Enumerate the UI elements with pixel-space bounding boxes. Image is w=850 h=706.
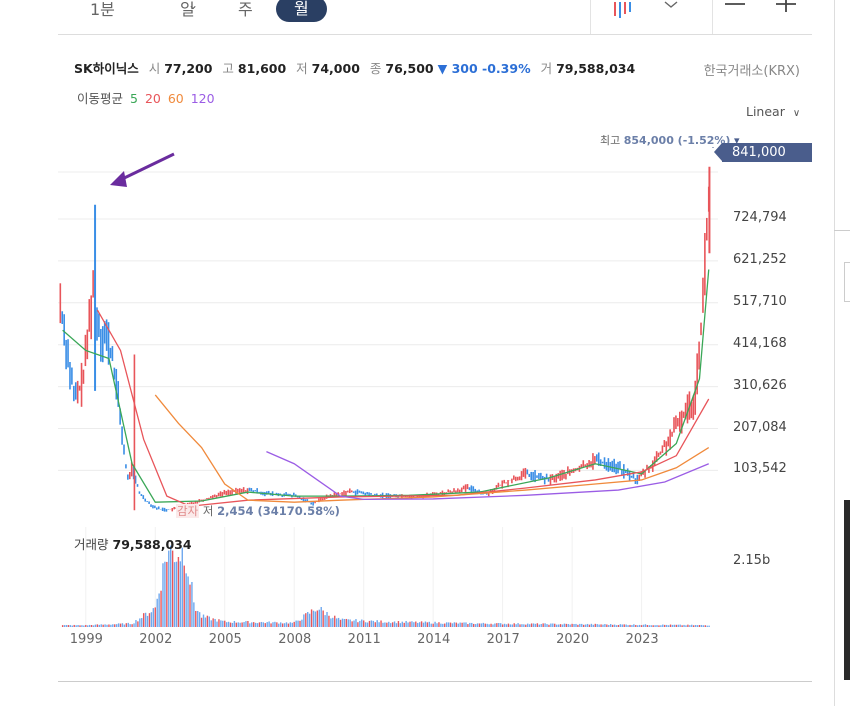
side-panel-divider bbox=[834, 230, 850, 231]
low-value: 74,000 bbox=[311, 61, 360, 76]
ma-line-5 bbox=[62, 269, 710, 503]
volume-label: 거 bbox=[540, 61, 553, 76]
candlestick-icon bbox=[614, 1, 678, 18]
peak-annotation: 최고 854,000 (-1.52%) ▾ bbox=[600, 132, 740, 148]
low-label: 저 bbox=[296, 61, 308, 76]
x-tick-label: 2011 bbox=[347, 632, 381, 647]
x-tick-label: 2023 bbox=[625, 632, 659, 647]
side-panel-edge bbox=[834, 0, 850, 706]
low-annotation: 감자 저 2,454 (34170.58%) bbox=[176, 503, 340, 519]
minus-icon bbox=[725, 3, 745, 5]
x-tick-label: 2020 bbox=[556, 632, 590, 647]
tab-week[interactable]: 주 bbox=[238, 0, 253, 19]
tab-month[interactable]: 월 bbox=[276, 0, 327, 22]
x-tick-label: 1999 bbox=[69, 632, 103, 647]
exchange-label: 한국거래소(KRX) bbox=[703, 64, 800, 79]
ma-20: 20 bbox=[144, 91, 161, 106]
period-tabs: 1분 ⌄ 일 주 월 bbox=[58, 0, 588, 28]
volume-axis-tick: 2.15b bbox=[733, 553, 771, 568]
low-value-annotation: 2,454 (34170.58%) bbox=[217, 504, 340, 518]
current-price-badge: 841,000 bbox=[714, 143, 812, 162]
side-panel-image bbox=[844, 500, 850, 680]
y-tick-label: 207,084 bbox=[733, 419, 787, 435]
scale-dropdown[interactable]: Linear ∨ bbox=[746, 104, 800, 119]
chevron-down-icon[interactable]: ⌄ bbox=[188, 0, 199, 12]
zoom-out-button[interactable] bbox=[712, 0, 762, 34]
moving-average-legend[interactable]: 이동평균 5 20 60 120 bbox=[74, 88, 215, 107]
high-value: 81,600 bbox=[237, 61, 287, 76]
grid-lines bbox=[58, 171, 718, 627]
moving-average-lines bbox=[62, 269, 710, 507]
side-panel-card[interactable] bbox=[844, 262, 850, 302]
peak-arrow bbox=[110, 152, 175, 187]
y-tick-label: 103,542 bbox=[733, 461, 787, 477]
stock-name: SK하이닉스 bbox=[74, 61, 139, 76]
x-tick-label: 2005 bbox=[208, 632, 242, 647]
open-label: 시 bbox=[148, 61, 161, 76]
ma-120: 120 bbox=[190, 91, 215, 106]
ma-line-120 bbox=[266, 451, 709, 501]
price-bars bbox=[59, 166, 711, 512]
quote-summary: SK하이닉스 시 77,200 고 81,600 저 74,000 종 76,5… bbox=[74, 58, 635, 77]
volume-panel-label: 거래량 bbox=[74, 537, 109, 552]
volume-bars bbox=[61, 545, 710, 627]
chart-type-button[interactable] bbox=[590, 0, 690, 34]
peak-value: 854,000 (-1.52%) bbox=[623, 134, 731, 147]
change-value: ▼ 300 -0.39% bbox=[437, 61, 531, 76]
peak-marker: ▾ bbox=[733, 134, 740, 147]
x-tick-label: 2014 bbox=[417, 632, 451, 647]
scale-label: Linear bbox=[746, 104, 785, 119]
close-label: 종 bbox=[369, 61, 382, 76]
bottom-divider bbox=[58, 681, 812, 682]
chevron-down-icon: ∨ bbox=[792, 108, 801, 119]
y-tick-label: 310,626 bbox=[733, 377, 787, 393]
y-tick-label: 517,710 bbox=[733, 293, 787, 309]
reverse-split-badge: 감자 bbox=[176, 504, 200, 518]
ma-label: 이동평균 bbox=[77, 91, 124, 106]
ma-5: 5 bbox=[130, 91, 138, 106]
ma-60: 60 bbox=[167, 91, 184, 106]
low-label: 저 bbox=[202, 504, 214, 518]
y-tick-label: 621,252 bbox=[733, 251, 787, 267]
y-tick-label: 414,168 bbox=[733, 335, 787, 351]
x-tick-label: 2017 bbox=[486, 632, 520, 647]
x-tick-label: 2002 bbox=[139, 632, 173, 647]
zoom-in-button[interactable] bbox=[762, 0, 812, 34]
x-tick-label: 2008 bbox=[278, 632, 312, 647]
volume-panel-value: 79,588,034 bbox=[112, 537, 192, 552]
y-tick-label: 724,794 bbox=[733, 209, 787, 225]
ma-line-60 bbox=[154, 394, 710, 503]
open-value: 77,200 bbox=[164, 61, 213, 76]
volume-panel-title: 거래량 79,588,034 bbox=[74, 534, 192, 553]
ma-line-20 bbox=[96, 309, 710, 507]
high-label: 고 bbox=[222, 61, 234, 76]
tab-minute[interactable]: 1분 bbox=[90, 0, 115, 19]
header-divider bbox=[58, 34, 812, 35]
close-value: 76,500 bbox=[385, 61, 434, 76]
peak-label: 최고 bbox=[600, 134, 621, 147]
plus-icon bbox=[776, 0, 796, 12]
tab-day[interactable]: 일 bbox=[180, 0, 195, 19]
volume-value: 79,588,034 bbox=[556, 61, 636, 76]
